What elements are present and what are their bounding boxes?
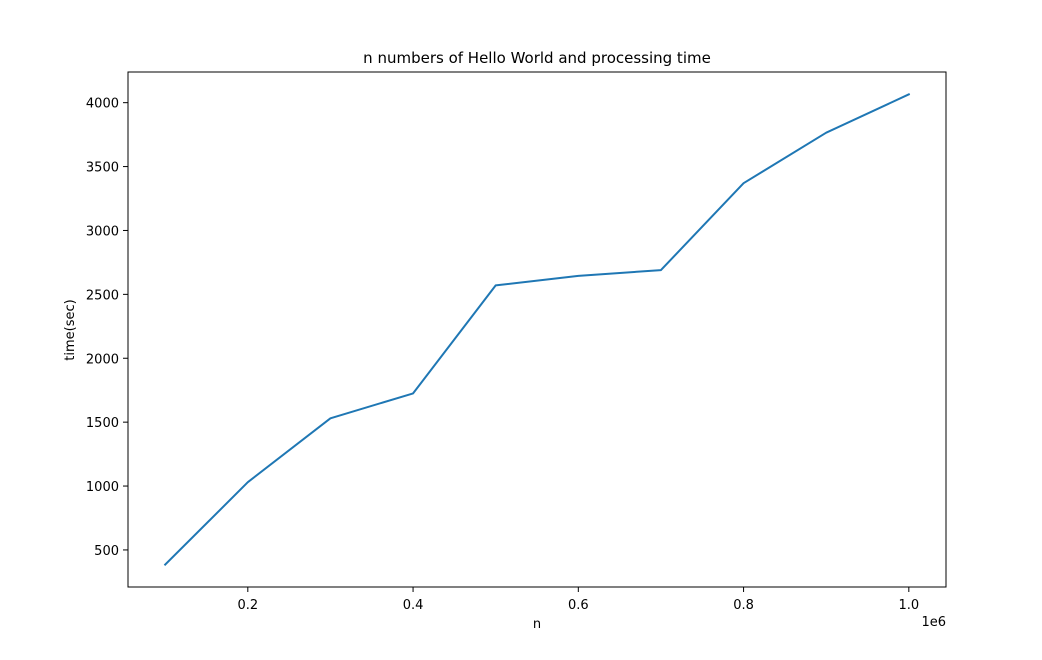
y-tick-label: 3500	[86, 161, 119, 176]
y-tick-label: 2500	[86, 288, 119, 303]
x-axis-label: n	[533, 617, 541, 632]
y-axis-ticks: 500 1000 1500 2000 2500 3000 3500 4000	[86, 97, 128, 559]
y-tick-label: 3000	[86, 224, 119, 239]
plot-area	[163, 93, 911, 567]
y-tick-label: 1500	[86, 416, 119, 431]
x-tick-label: 0.2	[237, 598, 258, 613]
y-tick-label: 500	[94, 544, 119, 559]
y-tick-label: 2000	[86, 352, 119, 367]
x-tick-label: 0.6	[568, 598, 589, 613]
x-tick-label: 1.0	[898, 598, 919, 613]
y-tick-label: 1000	[86, 480, 119, 495]
x-tick-label: 0.8	[733, 598, 754, 613]
x-axis-offset-label: 1e6	[921, 615, 946, 630]
series-line-0	[163, 93, 911, 567]
axes-frame	[127, 71, 947, 588]
x-axis-ticks: 0.2 0.4 0.6 0.8 1.0	[237, 587, 919, 613]
y-axis-label: time(sec)	[63, 299, 78, 360]
y-tick-label: 4000	[86, 97, 119, 112]
chart-title: n numbers of Hello World and processing …	[363, 49, 711, 67]
x-tick-label: 0.4	[403, 598, 424, 613]
